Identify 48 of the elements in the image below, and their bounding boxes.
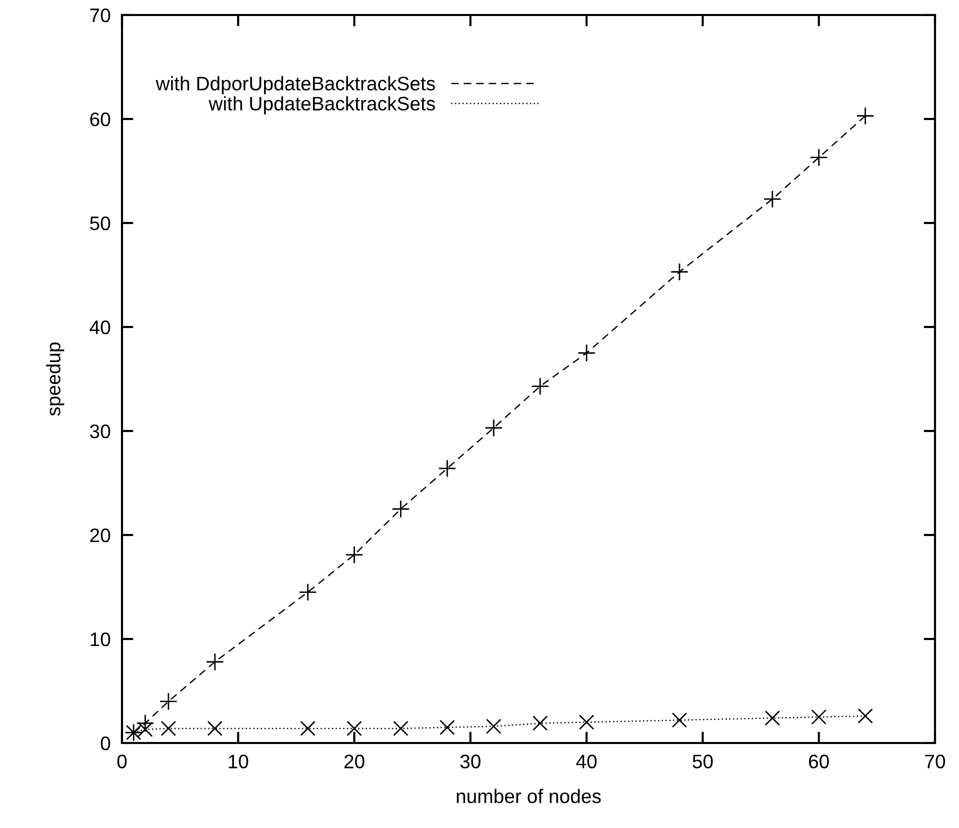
point: [532, 716, 548, 731]
legend-label: with DdporUpdateBacktrackSets: [156, 76, 435, 94]
point: [392, 500, 410, 518]
x-axis-title: number of nodes: [456, 788, 601, 804]
y-tick-label: 50: [90, 216, 110, 230]
x-tick-label: 10: [228, 754, 248, 768]
point: [531, 377, 550, 396]
x-tick-label: 30: [460, 754, 480, 768]
point: [160, 720, 176, 736]
point: [138, 722, 153, 738]
point: [811, 709, 826, 725]
x-tick-label: 40: [576, 754, 597, 768]
y-tick-label: 10: [90, 632, 110, 646]
point: [438, 459, 456, 478]
point: [207, 720, 223, 736]
point: [670, 262, 689, 281]
x-tick-label: 60: [809, 754, 829, 768]
point: [345, 546, 364, 564]
x-tick-label: 70: [925, 754, 946, 768]
point: [393, 720, 408, 736]
point: [159, 692, 178, 710]
point: [300, 720, 316, 736]
x-tick-label: 0: [117, 754, 127, 768]
legend-label: with UpdateBacktrackSets: [208, 96, 435, 114]
point: [298, 583, 317, 602]
point: [484, 418, 503, 437]
x-tick-label: 50: [692, 754, 713, 768]
y-tick-label: 30: [90, 424, 110, 438]
point: [763, 190, 782, 208]
point: [486, 718, 502, 734]
point: [578, 344, 596, 362]
point: [136, 714, 154, 732]
point: [440, 720, 455, 736]
x-tick-label: 20: [344, 754, 364, 768]
point: [810, 148, 828, 167]
point: [858, 708, 873, 724]
y-tick-label: 70: [90, 8, 110, 22]
point: [672, 712, 688, 728]
point: [764, 710, 780, 726]
point: [206, 652, 224, 671]
point: [346, 720, 362, 736]
y-tick-label: 40: [90, 320, 110, 334]
point: [578, 714, 594, 730]
y-axis-title: speedup: [46, 342, 64, 416]
y-tick-label: 60: [90, 112, 110, 126]
point: [856, 106, 874, 125]
y-tick-label: 0: [100, 736, 110, 750]
y-tick-label: 20: [90, 528, 110, 542]
